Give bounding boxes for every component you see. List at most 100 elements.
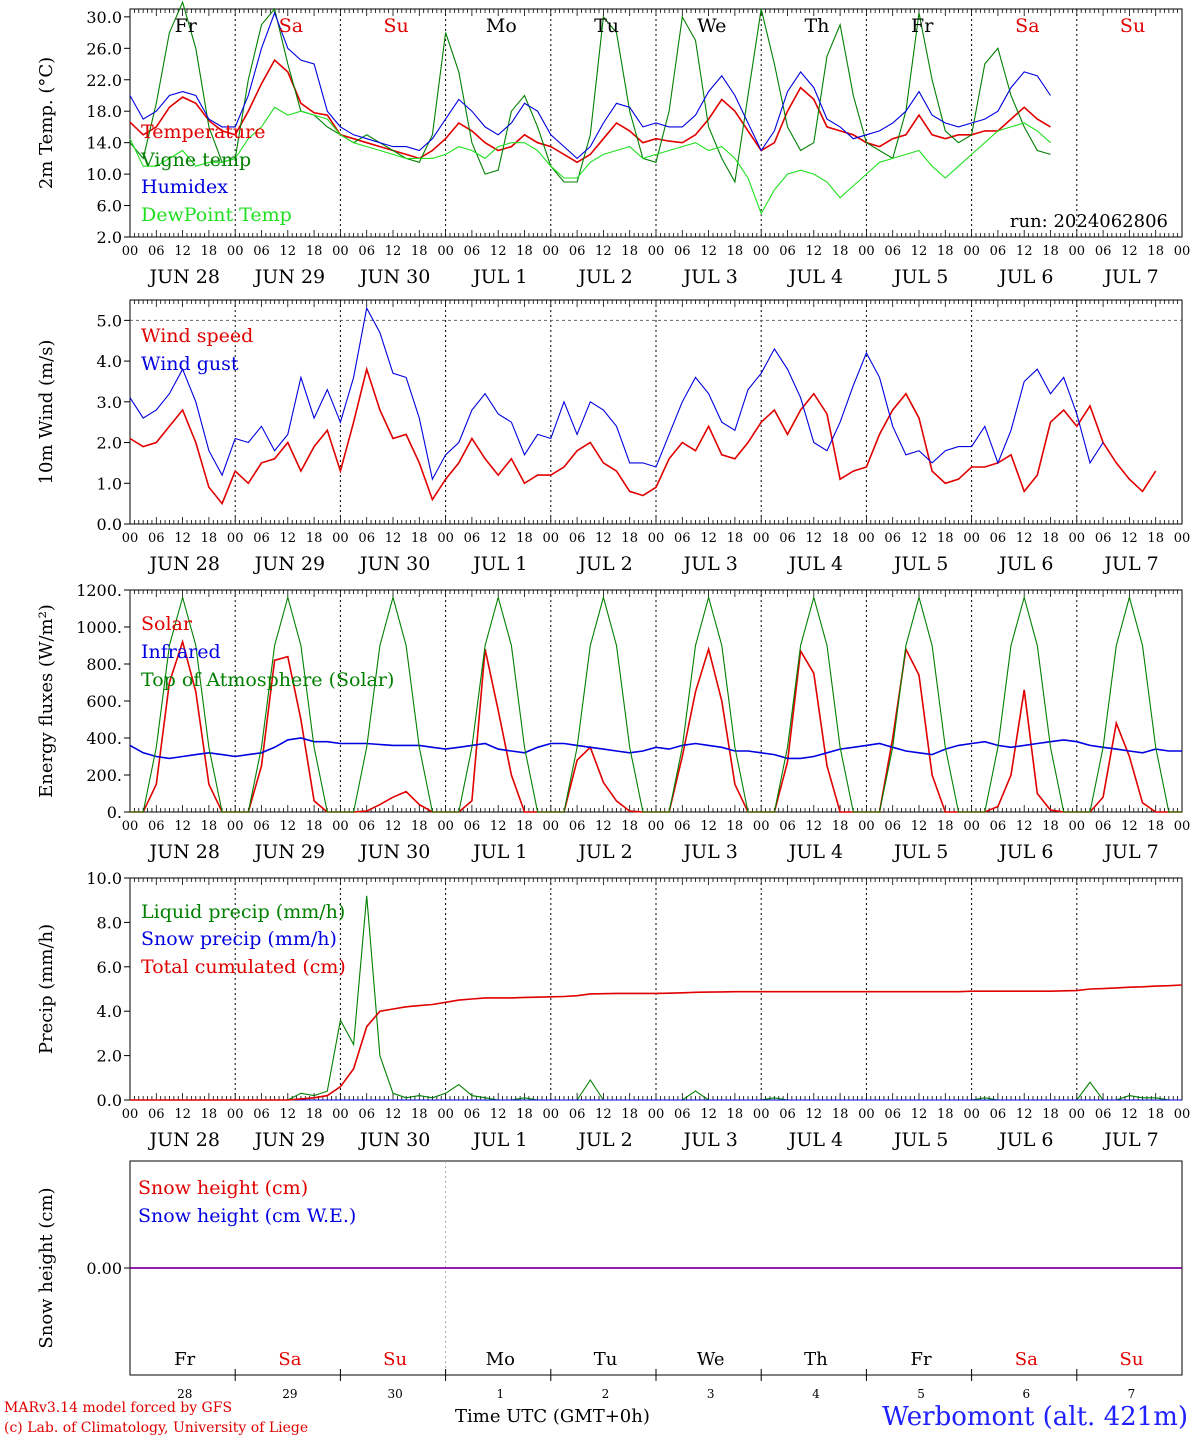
y-tick-label: 800.: [86, 655, 122, 674]
hour-label: 12: [174, 1107, 191, 1122]
series-line: [129, 366, 1157, 506]
legend-entry: Snow height (cm): [138, 1177, 308, 1199]
hour-label: 18: [621, 819, 638, 834]
hour-label: 18: [1042, 531, 1059, 546]
hour-label: 00: [122, 819, 139, 834]
hour-label: 12: [911, 1107, 928, 1122]
series-line: [129, 11, 1051, 160]
weekday-label: Su: [1120, 1349, 1144, 1370]
hour-label: 00: [963, 244, 980, 259]
hour-label: 18: [411, 819, 428, 834]
y-tick-label: 600.: [86, 692, 122, 711]
legend-entry: Total cumulated (cm): [141, 956, 346, 978]
hour-label: 06: [148, 531, 165, 546]
date-label: JUL 4: [787, 553, 843, 575]
hour-label: 12: [595, 1107, 612, 1122]
hour-label: 18: [1147, 244, 1164, 259]
hour-label: 12: [385, 1107, 402, 1122]
series-line: [130, 984, 1183, 1101]
y-tick-label: 10.0: [86, 869, 122, 888]
hour-label: 12: [1121, 1107, 1138, 1122]
y-tick-label: 4.0: [97, 1002, 122, 1021]
hour-label: 06: [1095, 1107, 1112, 1122]
hour-label: 00: [332, 819, 349, 834]
hour-label: 06: [569, 1107, 586, 1122]
date-label: JUL 1: [471, 841, 527, 863]
date-label: JUL 6: [997, 1129, 1053, 1151]
hour-label: 06: [779, 1107, 796, 1122]
hour-label: 12: [280, 1107, 297, 1122]
hour-label: 00: [1174, 819, 1191, 834]
legend-entry: Liquid precip (mm/h): [141, 901, 345, 923]
y-tick-label: 1000.: [76, 618, 122, 637]
hour-label: 00: [753, 244, 770, 259]
hour-label: 18: [411, 531, 428, 546]
legend-entry: Humidex: [141, 176, 228, 198]
hour-label: 06: [569, 819, 586, 834]
y-tick-label: 200.: [86, 766, 122, 785]
weekday-label: Fr: [911, 1349, 932, 1370]
date-label: JUN 28: [147, 1129, 219, 1151]
y-tick-label: 0.0: [97, 515, 122, 534]
y-axis-title: Snow height (cm): [36, 1187, 57, 1348]
date-label: JUL 5: [892, 266, 948, 288]
hour-label: 12: [700, 1107, 717, 1122]
hour-label: 06: [990, 531, 1007, 546]
y-tick-label: 0.0: [97, 1091, 122, 1110]
day-number: 1: [496, 1387, 504, 1401]
hour-label: 06: [990, 244, 1007, 259]
y-tick-label: 400.: [86, 729, 122, 748]
hour-label: 00: [227, 531, 244, 546]
date-label: JUN 28: [147, 266, 219, 288]
date-label: JUL 3: [682, 553, 738, 575]
panel-4: 0.0 2.0 4.0 6.0 8.0 10.0 Precip (mm/h) Liquid p…: [36, 869, 1190, 1151]
legend-entry: Wind speed: [141, 325, 253, 347]
hour-label: 06: [253, 1107, 270, 1122]
date-label: JUN 29: [253, 553, 325, 575]
series-line: [129, 306, 1104, 481]
hour-label: 06: [358, 244, 375, 259]
y-tick-label: 8.0: [97, 913, 122, 932]
day-number: 7: [1128, 1387, 1136, 1401]
hour-label: 00: [858, 819, 875, 834]
date-label: JUL 3: [682, 266, 738, 288]
date-label: JUL 6: [997, 553, 1053, 575]
panel-1: 2.0 6.0 10.0 14.0 18.0 22.0 26.0 30.0 2m Temp. (…: [36, 0, 1190, 288]
hour-label: 12: [806, 819, 823, 834]
y-axis-title: Energy fluxes (W/m²): [36, 604, 57, 798]
hour-label: 00: [858, 1107, 875, 1122]
date-label: JUL 1: [471, 1129, 527, 1151]
hour-label: 06: [674, 244, 691, 259]
day-number: 2: [602, 1387, 610, 1401]
date-label: JUN 30: [358, 266, 430, 288]
date-label: JUL 2: [576, 1129, 632, 1151]
run-annotation: run: 2024062806: [1010, 211, 1168, 232]
hour-label: 12: [1016, 531, 1033, 546]
hour-label: 18: [621, 244, 638, 259]
weekday-label: Sa: [278, 1349, 301, 1370]
hour-label: 12: [1121, 244, 1138, 259]
hour-label: 00: [753, 819, 770, 834]
hour-label: 12: [385, 244, 402, 259]
date-label: JUN 29: [253, 1129, 325, 1151]
y-axis-title: 10m Wind (m/s): [36, 340, 57, 485]
hour-label: 06: [779, 244, 796, 259]
hour-label: 00: [332, 244, 349, 259]
hour-label: 00: [437, 819, 454, 834]
station-name: Werbomont (alt. 421m): [882, 1402, 1188, 1432]
date-label: JUL 4: [787, 1129, 843, 1151]
hour-label: 18: [937, 531, 954, 546]
hour-label: 00: [543, 531, 560, 546]
hour-label: 18: [201, 531, 218, 546]
hour-label: 06: [148, 819, 165, 834]
date-label: JUN 30: [358, 1129, 430, 1151]
hour-label: 12: [174, 819, 191, 834]
date-label: JUL 5: [892, 841, 948, 863]
panel-5: 0.00 Snow height (cm) Snow height (cm) Snow…: [36, 1160, 1183, 1401]
hour-label: 00: [332, 531, 349, 546]
hour-label: 18: [937, 819, 954, 834]
series-line: [129, 58, 1051, 164]
y-tick-label: 2.0: [97, 434, 122, 453]
legend-entry: Snow precip (mm/h): [141, 928, 337, 950]
